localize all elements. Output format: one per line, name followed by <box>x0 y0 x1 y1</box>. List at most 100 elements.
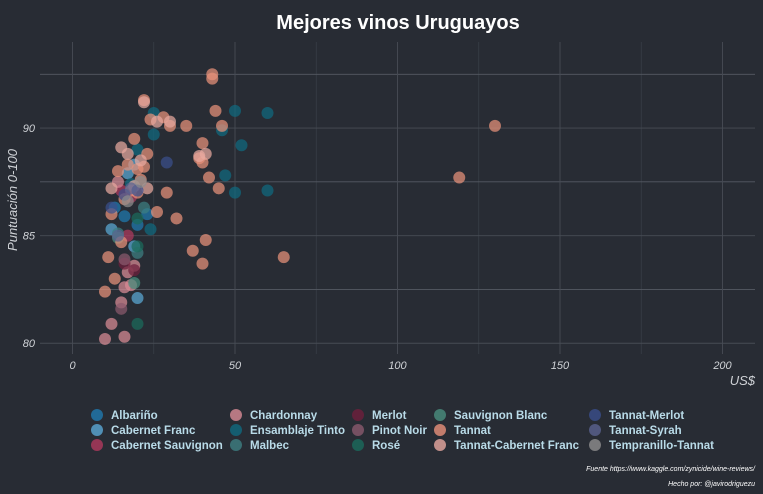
data-point <box>199 233 212 246</box>
data-point <box>118 253 131 266</box>
data-point <box>131 143 144 156</box>
data-point <box>196 137 209 150</box>
data-point <box>128 132 141 145</box>
data-point <box>125 182 137 195</box>
data-point <box>489 119 501 132</box>
data-point <box>138 201 150 214</box>
chart-title: Mejores vinos Uruguayos <box>276 12 519 34</box>
data-point <box>151 205 163 218</box>
legend-swatch <box>91 424 103 436</box>
data-point <box>229 186 241 199</box>
data-point <box>212 182 225 195</box>
data-point <box>112 229 124 242</box>
legend-swatch <box>230 409 242 421</box>
data-point <box>216 119 228 132</box>
data-point <box>105 201 118 214</box>
data-point <box>219 169 232 182</box>
grid-lines <box>40 42 755 354</box>
legend-item: Malbec <box>230 439 290 452</box>
legend-label: Malbec <box>250 440 290 452</box>
legend-item: Merlot <box>352 409 407 422</box>
data-points <box>99 68 501 345</box>
legend-label: Rosé <box>372 440 400 452</box>
data-point <box>99 285 111 298</box>
legend-item: Tannat-Cabernet Franc <box>434 439 580 452</box>
caption-author: Hecho por: @javirodriguezu <box>668 481 755 488</box>
legend-item: Sauvignon Blanc <box>434 409 548 422</box>
data-point <box>105 182 118 195</box>
axis-ticks: 0 50 100 150 200 80 85 90 <box>23 123 733 372</box>
legend-item: Cabernet Sauvignon <box>91 439 223 452</box>
data-point <box>453 171 466 184</box>
data-point <box>134 154 147 167</box>
data-point <box>160 156 173 169</box>
legend-swatch <box>230 424 242 436</box>
legend-label: Albariño <box>111 410 158 422</box>
y-tick-label: 90 <box>23 123 36 135</box>
legend-label: Tannat-Cabernet Franc <box>454 440 580 452</box>
data-point <box>206 68 219 81</box>
data-point <box>147 128 160 141</box>
data-point <box>164 115 176 128</box>
legend-label: Cabernet Sauvignon <box>111 440 223 452</box>
legend-swatch <box>91 439 103 451</box>
legend-item: Cabernet Franc <box>91 424 196 437</box>
data-point <box>229 104 241 117</box>
legend-item: Albariño <box>91 409 158 422</box>
legend-item: Tannat-Merlot <box>589 409 684 422</box>
data-point <box>203 171 215 184</box>
legend-label: Tannat-Merlot <box>609 410 684 422</box>
caption-source: Fuente https://www.kaggle.com/zynicide/w… <box>586 466 756 473</box>
legend-swatch <box>352 409 364 421</box>
data-point <box>131 240 144 253</box>
data-point <box>118 210 131 223</box>
y-tick-label: 80 <box>23 338 36 350</box>
legend-label: Pinot Noir <box>372 425 427 437</box>
data-point <box>121 195 134 208</box>
legend-swatch <box>230 439 242 451</box>
legend-label: Chardonnay <box>250 410 318 422</box>
data-point <box>199 147 212 160</box>
legend-item: Pinot Noir <box>352 424 427 437</box>
data-point <box>180 119 193 132</box>
data-point <box>118 330 131 343</box>
x-tick-label: 100 <box>388 360 407 372</box>
data-point <box>131 292 144 305</box>
data-point <box>170 212 183 225</box>
y-axis-label: Puntuación 0-100 <box>5 148 20 251</box>
legend-item: Chardonnay <box>230 409 318 422</box>
y-tick-label: 85 <box>23 231 36 243</box>
legend-item: Rosé <box>352 439 400 452</box>
legend-label: Ensamblaje Tinto <box>250 425 345 437</box>
legend-swatch <box>352 424 364 436</box>
legend-swatch <box>91 409 103 421</box>
legend-label: Tannat-Syrah <box>609 425 682 437</box>
data-point <box>138 96 150 109</box>
legend-label: Merlot <box>372 410 407 422</box>
data-point <box>196 257 209 270</box>
legend-item: Ensamblaje Tinto <box>230 424 345 437</box>
data-point <box>128 264 141 277</box>
data-point <box>151 115 163 128</box>
data-point <box>128 276 141 289</box>
legend-swatch <box>589 424 601 436</box>
data-point <box>115 302 128 315</box>
legend-swatch <box>589 439 601 451</box>
legend-label: Sauvignon Blanc <box>454 410 548 422</box>
legend: Albariño Cabernet Franc Cabernet Sauvignon… <box>91 409 714 452</box>
data-point <box>277 251 290 264</box>
data-point <box>108 272 121 285</box>
legend-label: Cabernet Franc <box>111 425 196 437</box>
data-point <box>121 158 134 171</box>
data-point <box>134 175 147 188</box>
data-point <box>105 317 118 330</box>
data-point <box>261 107 274 120</box>
legend-swatch <box>589 409 601 421</box>
legend-item: Tannat-Syrah <box>589 424 682 437</box>
x-axis-label: US$ <box>730 373 756 388</box>
legend-item: Tannat <box>434 424 491 437</box>
x-tick-label: 200 <box>712 360 732 372</box>
legend-label: Tempranillo-Tannat <box>609 440 714 452</box>
data-point <box>102 251 115 264</box>
legend-swatch <box>352 439 364 451</box>
